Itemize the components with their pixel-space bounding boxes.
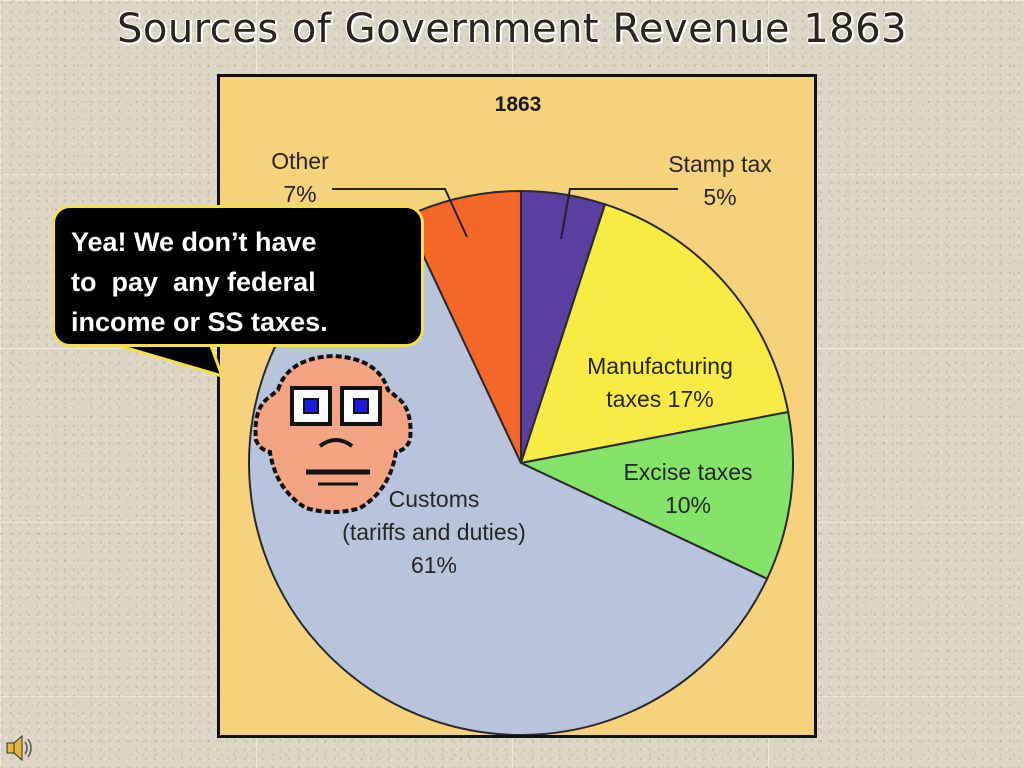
- slice-label: Excise taxes 10%: [623, 459, 752, 518]
- speech-line: to pay any federal: [71, 267, 316, 297]
- slice-label: Customs (tariffs and duties) 61%: [342, 486, 526, 578]
- cartoon-face-icon: [253, 353, 413, 514]
- slice-label: Manufacturing taxes 17%: [587, 353, 733, 412]
- speech-line: income or SS taxes.: [71, 307, 328, 337]
- speech-line: Yea! We don’t have: [71, 227, 317, 257]
- pie-slice-excise-taxes: [517, 410, 794, 581]
- chart-title: 1863: [495, 93, 542, 116]
- leader-line: [560, 188, 678, 240]
- slice-label: Stamp tax 5%: [668, 151, 772, 210]
- slice-label: Other 7%: [271, 148, 329, 207]
- pie-slice-manufacturing-taxes: [519, 203, 790, 465]
- slide-title: Sources of Government Revenue 1863: [116, 6, 908, 52]
- leader-lines: [332, 188, 678, 240]
- slice-labels: Stamp tax 5% Manufacturing taxes 17% Excise …: [271, 148, 772, 578]
- speech-bubble: Yea! We don’t have to pay any federal in…: [52, 205, 424, 347]
- speaker-icon[interactable]: [4, 732, 36, 764]
- leader-line: [332, 188, 468, 238]
